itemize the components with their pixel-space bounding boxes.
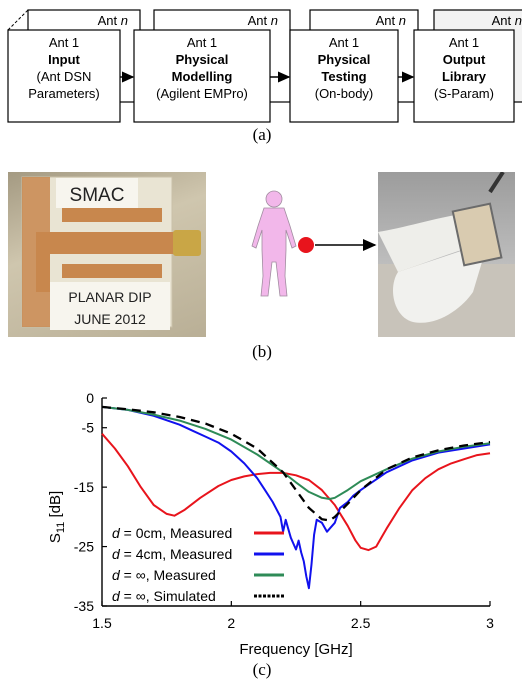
stage-front-box bbox=[289, 29, 399, 123]
flow-diagram: Ant n Ant 1 Input (Ant DSN Parameters) Ant n A… bbox=[7, 9, 522, 123]
stage-title: Library bbox=[442, 69, 487, 84]
human-body-icon bbox=[251, 190, 297, 297]
wrist-photo-svg bbox=[378, 172, 515, 337]
body-figure bbox=[251, 190, 377, 297]
x-tick-label: 2.5 bbox=[351, 615, 371, 631]
stage-subtitle: (S-Param) bbox=[434, 86, 494, 101]
photo-label-smac: SMAC bbox=[70, 185, 125, 206]
stage-subtitle: (Agilent EMPro) bbox=[156, 86, 248, 101]
stage-back-label: Ant n bbox=[376, 13, 406, 28]
y-tick-label: -25 bbox=[74, 539, 94, 555]
caption-a: (a) bbox=[252, 125, 272, 144]
series-line-0 bbox=[101, 433, 491, 552]
stage-front-box bbox=[413, 29, 515, 123]
stage-front-box bbox=[7, 29, 121, 123]
stage-front-label: Ant 1 bbox=[187, 35, 217, 50]
stage-title: Input bbox=[48, 52, 80, 67]
legend-entry-label: d = 4cm, Measured bbox=[112, 546, 232, 562]
caption-b: (b) bbox=[252, 342, 272, 361]
dashed-edge bbox=[7, 9, 29, 31]
stage-title: Output bbox=[443, 52, 486, 67]
stage-front-box bbox=[133, 29, 271, 123]
antenna-photo-svg: SMAC PLANAR DIP JUNE 2012 bbox=[21, 176, 201, 330]
stage-subtitle: (On-body) bbox=[315, 86, 374, 101]
legend-entry-label: d = 0cm, Measured bbox=[112, 525, 232, 541]
stage-subtitle: Parameters) bbox=[28, 86, 100, 101]
x-tick-label: 3 bbox=[486, 615, 494, 631]
wrist-photo bbox=[378, 172, 515, 337]
s11-chart: 0 -5 -15 -25 -351.5 2 2.5 3 Frequency [GHz] S11 [… bbox=[47, 390, 494, 658]
stage-title: Physical bbox=[176, 52, 229, 67]
photo-label-planar: PLANAR DIP bbox=[68, 289, 151, 305]
y-axis-label: S11 [dB] bbox=[47, 491, 67, 543]
x-axis-label: Frequency [GHz] bbox=[239, 641, 352, 658]
stage-back-label: Ant n bbox=[248, 13, 278, 28]
legend-entry-label: d = ∞, Simulated bbox=[112, 588, 216, 604]
y-tick-label: 0 bbox=[86, 390, 94, 406]
stage-title: Testing bbox=[321, 69, 366, 84]
wrist-marker-icon bbox=[298, 237, 314, 253]
legend-entry-label: d = ∞, Measured bbox=[112, 567, 216, 583]
y-tick-label: -35 bbox=[74, 598, 94, 614]
stage-back-label: Ant n bbox=[98, 13, 128, 28]
x-tick-label: 1.5 bbox=[92, 615, 112, 631]
y-tick-label: -15 bbox=[74, 479, 94, 495]
stage-back-label: Ant n bbox=[492, 13, 522, 28]
caption-c: (c) bbox=[252, 660, 272, 679]
y-tick-label: -5 bbox=[82, 420, 95, 436]
stage-subtitle: (Ant DSN bbox=[37, 69, 92, 84]
stage-front-label: Ant 1 bbox=[49, 35, 79, 50]
series-line-3 bbox=[101, 405, 491, 522]
photo-label-date: JUNE 2012 bbox=[74, 311, 146, 327]
x-tick-label: 2 bbox=[227, 615, 235, 631]
stage-title: Modelling bbox=[172, 69, 233, 84]
stage-front-label: Ant 1 bbox=[329, 35, 359, 50]
stage-front-label: Ant 1 bbox=[449, 35, 479, 50]
stage-title: Physical bbox=[318, 52, 371, 67]
antenna-photo: SMAC PLANAR DIP JUNE 2012 bbox=[8, 172, 206, 337]
